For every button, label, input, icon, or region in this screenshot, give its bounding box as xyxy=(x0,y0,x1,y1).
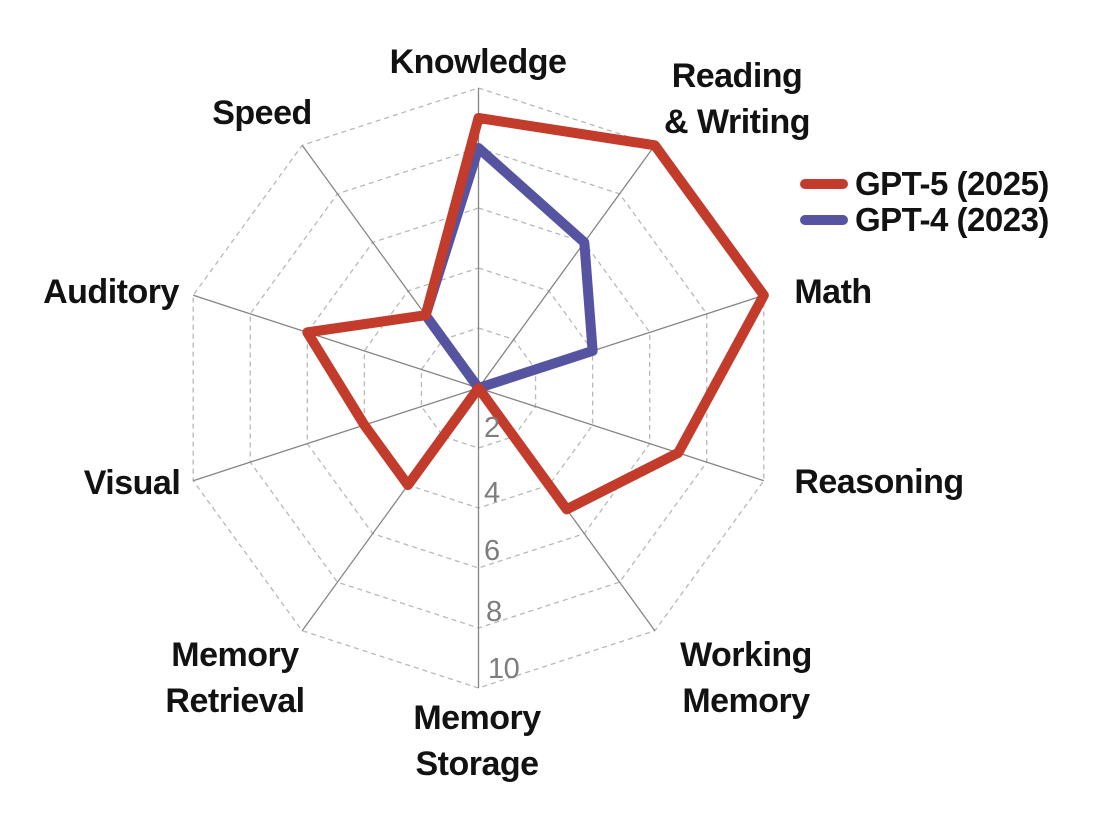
grid-ring-6 xyxy=(306,207,651,569)
legend-item-gpt4: GPT-4 (2023) xyxy=(800,201,1049,238)
axis-label-knowledge: Knowledge xyxy=(389,42,567,81)
legend-swatch-gpt5-line xyxy=(800,179,848,189)
grid-axis-3 xyxy=(478,387,765,482)
axis-label-speed: Speed xyxy=(212,93,312,132)
legend-label-gpt5: GPT-5 (2025) xyxy=(855,165,1049,202)
grid-axis-1 xyxy=(477,144,656,389)
radial-tick-10: 10 xyxy=(488,653,520,685)
radial-tick-4: 4 xyxy=(484,477,500,509)
series-polygon-GPT-4 (2023) xyxy=(420,143,598,393)
series-polygon-GPT-5 (2025) xyxy=(302,113,769,515)
axis-label-memory-storage: Memory Storage xyxy=(413,698,541,783)
grid-ring-2 xyxy=(420,327,537,449)
legend-swatch-gpt4-line xyxy=(800,215,848,225)
radial-tick-2: 2 xyxy=(484,412,500,444)
legend-item-gpt5: GPT-5 (2025) xyxy=(800,165,1049,202)
axis-label-reading-writing: Reading & Writing xyxy=(664,56,810,141)
axis-label-memory-retrieval: Memory Retrieval xyxy=(165,635,305,720)
grid-axis-8 xyxy=(192,294,479,389)
legend: GPT-5 (2025) GPT-4 (2023) xyxy=(800,165,1049,238)
axis-label-visual: Visual xyxy=(83,463,181,502)
axis-label-reasoning: Reasoning xyxy=(794,462,964,501)
axis-label-math: Math xyxy=(794,272,872,311)
radial-tick-8: 8 xyxy=(486,596,502,628)
radial-tick-6: 6 xyxy=(484,535,500,567)
legend-label-gpt4: GPT-4 (2023) xyxy=(855,201,1049,238)
grid-axis-7 xyxy=(192,387,479,482)
axis-label-working-memory: Working Memory xyxy=(680,635,812,720)
axis-label-auditory: Auditory xyxy=(43,272,179,311)
